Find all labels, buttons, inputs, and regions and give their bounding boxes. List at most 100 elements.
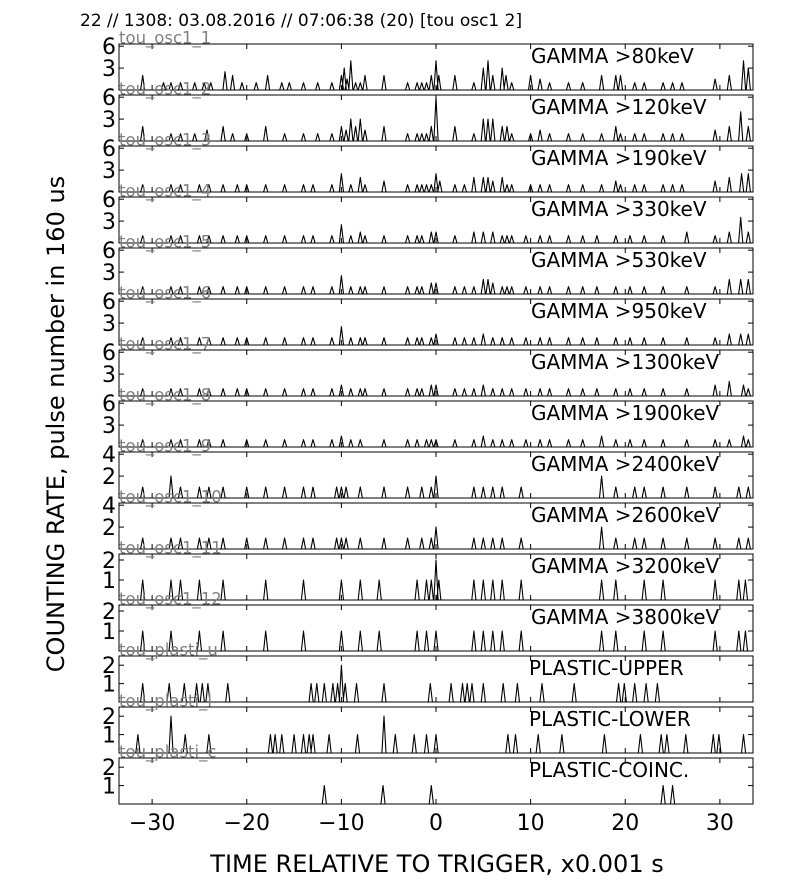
series-label: GAMMA >80keV (531, 44, 694, 68)
y-tick-label: 3 (102, 57, 116, 82)
channel-label: tou_osc1_1 (119, 29, 211, 49)
series-label: PLASTIC-UPPER (529, 656, 684, 680)
x-tick-label: −10 (318, 811, 364, 836)
y-tick-label: 2 (102, 465, 116, 490)
channel-label: tou_osc1_8 (119, 386, 211, 406)
y-tick-label: 2 (102, 600, 116, 625)
y-tick-label: 6 (102, 86, 116, 111)
channel-label: tou_osc1_11 (119, 539, 222, 559)
series-label: GAMMA >120keV (531, 95, 707, 119)
series-line (119, 275, 753, 295)
channel-label: tou_osc1_6 (119, 284, 211, 304)
channel-label: tou_plasti_l (119, 692, 212, 712)
series-line (119, 715, 753, 754)
y-tick-label: 4 (102, 443, 116, 468)
y-tick-label: 1 (102, 775, 116, 800)
y-tick-label: 3 (102, 312, 116, 337)
series-line (119, 435, 753, 448)
series-line (119, 60, 753, 91)
panel-tou-osc1-3: 36 GAMMA >190keV (102, 137, 754, 193)
x-tick-label: 10 (517, 811, 545, 836)
y-tick-label: 6 (102, 137, 116, 162)
series-line (119, 173, 753, 193)
panel-tou-osc1-9: 24 GAMMA >2400keV (102, 443, 754, 499)
panel-tou-osc1-11: 12 GAMMA >3200keV (102, 549, 754, 601)
panel-tou-osc1-6: 36 GAMMA >950keV (102, 290, 754, 346)
x-tick-label: 30 (706, 811, 734, 836)
y-tick-label: 3 (102, 159, 116, 184)
y-tick-label: 6 (102, 290, 116, 315)
y-tick-label: 1 (102, 673, 116, 698)
y-tick-label: 6 (102, 341, 116, 366)
series-label: PLASTIC-LOWER (529, 707, 691, 731)
panel-tou-osc1-8: 36 GAMMA >1900keV (102, 392, 754, 448)
channel-label: tou_plasti_u (119, 641, 218, 661)
panel-tou-plasti-l: 12 PLASTIC-LOWER (102, 705, 754, 754)
y-tick-label: 2 (102, 549, 116, 574)
channel-label: tou_osc1_7 (119, 335, 211, 355)
y-tick-label: 1 (102, 620, 116, 645)
y-tick-label: 4 (102, 494, 116, 519)
figure-title: 22 // 1308: 03.08.2016 // 07:06:38 (20) … (80, 11, 522, 31)
y-axis-label: COUNTING RATE, pulse number in 160 us (42, 176, 70, 672)
series-label: PLASTIC-COINC. (529, 758, 689, 782)
x-tick-label: −20 (224, 811, 270, 836)
y-tick-label: 3 (102, 414, 116, 439)
series-label: GAMMA >2600keV (531, 503, 720, 527)
series-line (119, 630, 753, 652)
channel-label: tou_plasti_c (119, 743, 216, 763)
series-label: GAMMA >2400keV (531, 452, 720, 476)
x-tick-label: 20 (611, 811, 639, 836)
x-tick-labels: −30 −20 −10 0 10 20 30 (129, 811, 734, 836)
series-line (119, 326, 753, 346)
y-tick-label: 6 (102, 35, 116, 60)
series-line (119, 475, 753, 499)
panel-tou-plasti-u: 12 PLASTIC-UPPER (102, 654, 754, 703)
series-label: GAMMA >1900keV (531, 401, 720, 425)
panel-tou-osc1-7: 36 GAMMA >1300keV (102, 341, 754, 397)
y-tick-label: 2 (102, 654, 116, 679)
x-axis-label: TIME RELATIVE TO TRIGGER, x0.001 s (209, 850, 663, 878)
channel-label: tou_osc1_2 (119, 80, 211, 100)
x-tick-label: 0 (429, 811, 443, 836)
channel-label: tou_osc1_9 (119, 437, 211, 457)
y-tick-label: 6 (102, 188, 116, 213)
panel-tou-osc1-10: 24 GAMMA >2600keV (102, 494, 754, 550)
y-tick-label: 2 (102, 705, 116, 730)
panel-tou-osc1-4: 36 GAMMA >330keV (102, 188, 754, 244)
y-tick-label: 3 (102, 210, 116, 235)
series-label: GAMMA >190keV (531, 146, 707, 170)
series-line (119, 526, 753, 550)
y-tick-label: 1 (102, 569, 116, 594)
y-tick-label: 3 (102, 363, 116, 388)
series-line (119, 559, 753, 601)
series-line (119, 664, 753, 703)
y-tick-label: 3 (102, 108, 116, 133)
y-tick-label: 1 (102, 724, 116, 749)
series-label: GAMMA >3800keV (531, 605, 720, 629)
y-tick-label: 2 (102, 516, 116, 541)
panel-tou-osc1-12: 12 GAMMA >3800keV (102, 600, 754, 652)
channel-label: tou_osc1_3 (119, 131, 211, 151)
series-label: GAMMA >3200keV (531, 554, 720, 578)
y-tick-label: 2 (102, 756, 116, 781)
channel-label: tou_osc1_4 (119, 182, 211, 202)
series-line (119, 216, 753, 244)
panel-tou-osc1-5: 36 GAMMA >530keV (102, 239, 754, 295)
channel-label: tou_osc1_10 (119, 488, 222, 508)
panel-tou-osc1-2: 36 GAMMA >120keV (102, 86, 754, 142)
series-label: GAMMA >530keV (531, 248, 707, 272)
y-tick-label: 6 (102, 239, 116, 264)
y-tick-label: 6 (102, 392, 116, 417)
series-label: GAMMA >330keV (531, 197, 707, 221)
channel-label: tou_osc1_5 (119, 233, 211, 253)
series-line (119, 785, 753, 805)
x-tick-label: −30 (129, 811, 175, 836)
panel-tou-osc1-1: 36 GAMMA >80keV (102, 35, 754, 91)
y-tick-label: 3 (102, 261, 116, 286)
series-line (119, 380, 753, 397)
series-label: GAMMA >1300keV (531, 350, 720, 374)
